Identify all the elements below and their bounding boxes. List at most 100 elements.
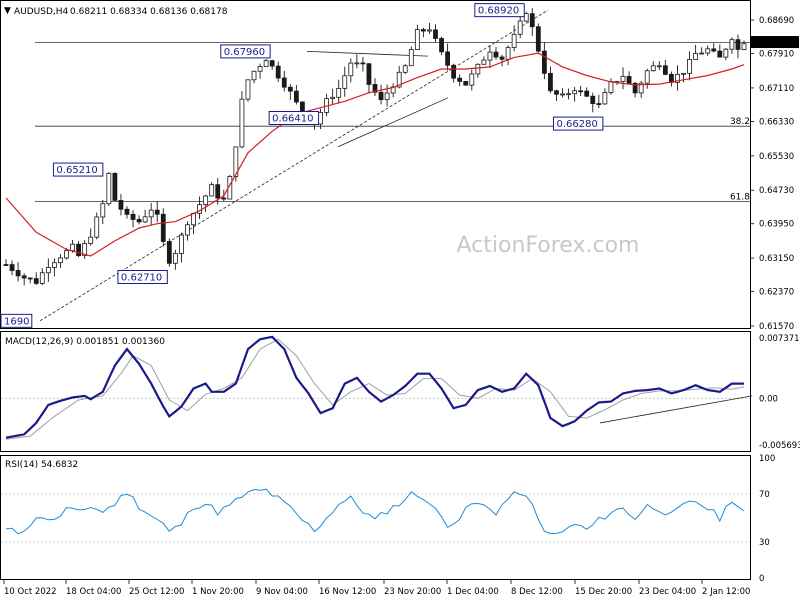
candle-body — [396, 71, 402, 88]
candle-body — [408, 49, 414, 67]
macd-tick-label: -0.005693 — [759, 441, 800, 451]
candle-body — [578, 90, 584, 93]
candle-body — [463, 80, 469, 86]
candle-body — [336, 87, 342, 98]
candle-body — [596, 103, 602, 105]
candle-body — [239, 98, 245, 148]
candle-body — [433, 29, 438, 39]
candle-body — [64, 250, 69, 259]
candle-body — [275, 65, 281, 79]
candle-body — [154, 209, 160, 215]
candle-body — [9, 264, 15, 271]
candle-body — [705, 48, 711, 54]
candle-body — [469, 73, 475, 86]
candle-body — [523, 13, 529, 22]
annotation-box-6 — [0, 313, 33, 328]
candle-body — [699, 52, 705, 55]
annotation-label-3: 0.66280 — [556, 119, 597, 130]
candle-body — [330, 96, 336, 100]
candle-body — [142, 216, 148, 223]
candle-body — [215, 184, 221, 199]
candle-body — [148, 209, 154, 218]
rsi-title: RSI(14) 54.6832 — [5, 460, 78, 470]
candle-body — [118, 200, 124, 210]
x-tick-label: 23 Dec 04:00 — [639, 587, 696, 597]
candle-body — [293, 90, 299, 103]
annotation-box-4 — [52, 162, 104, 177]
rsi-tick-label: 0 — [759, 574, 764, 584]
annotation-label-2: 0.66410 — [272, 114, 313, 125]
ohlc-label: 0.68211 0.68334 0.68136 0.68178 — [70, 7, 228, 17]
candle-body — [318, 111, 323, 125]
macd-tick-label: 0.007371 — [759, 334, 800, 344]
annotation-box-2 — [268, 111, 320, 126]
candle-body — [130, 213, 136, 220]
candle-body — [106, 172, 112, 205]
x-tick-label: 8 Dec 12:00 — [511, 587, 563, 597]
candle-body — [608, 81, 614, 93]
price-tick-label: 0.62370 — [759, 288, 794, 298]
candle-body — [638, 82, 644, 94]
candle-body — [529, 13, 535, 28]
rsi-line — [5, 488, 745, 535]
candle-body — [100, 203, 106, 218]
price-tick-label: 0.66330 — [759, 117, 794, 127]
rsi-tick-label: 30 — [759, 538, 770, 548]
x-tick-label: 25 Oct 12:00 — [129, 587, 184, 597]
candle-body — [584, 90, 590, 97]
price-tick-label: 0.65530 — [759, 152, 794, 162]
rsi-layer — [1, 488, 750, 543]
candle-body — [269, 60, 275, 67]
candle-body — [191, 212, 196, 226]
candle-body — [160, 213, 166, 242]
price-tick-label: 0.68690 — [759, 16, 794, 26]
rsi-panel — [0, 455, 751, 580]
x-tick-label: 2 Jan 12:00 — [702, 587, 750, 597]
candle-body — [88, 236, 94, 244]
candle-body — [251, 70, 257, 81]
candle-body — [281, 77, 287, 88]
candle-body — [535, 26, 541, 52]
annotation-label-1: 0.67960 — [224, 47, 265, 58]
candle-body — [414, 29, 420, 50]
symbol-label: AUDUSD,H4 — [14, 7, 69, 17]
x-tick-label: 16 Nov 12:00 — [319, 587, 376, 597]
price-tick-label: 0.63150 — [759, 254, 794, 264]
candle-body — [487, 51, 493, 61]
candle-body — [354, 62, 360, 65]
candle-body — [372, 84, 378, 93]
candle-body — [560, 93, 565, 96]
candle-body — [185, 224, 190, 236]
triangle-lower-line — [337, 97, 449, 148]
annotation-label-5: 0.62710 — [121, 273, 162, 284]
candle-body — [499, 56, 505, 60]
candle-body — [112, 172, 118, 201]
candle-body — [505, 47, 511, 60]
x-tick-label: 1 Nov 20:00 — [192, 587, 244, 597]
candle-body — [360, 62, 366, 65]
candle-body — [554, 90, 559, 95]
candle-body — [348, 62, 354, 77]
candle-body — [263, 60, 269, 67]
price-tick-label: 0.61570 — [759, 322, 794, 332]
candle-body — [650, 65, 656, 72]
candle-body — [729, 39, 735, 50]
candle-body — [287, 86, 293, 92]
candle-body — [402, 65, 408, 73]
moving-average-line — [5, 52, 745, 257]
candle-body — [257, 66, 263, 72]
annotation-label-6: 1690 — [4, 316, 29, 327]
candle-body — [378, 91, 384, 101]
macd-tick-label: 0.00 — [759, 394, 778, 404]
candle-body — [493, 51, 499, 58]
triangle-upper-line — [306, 51, 429, 57]
candle-body — [656, 65, 662, 68]
rsi-tick-label: 100 — [759, 454, 775, 464]
candle-body — [475, 63, 481, 75]
candle-body — [221, 197, 227, 200]
x-tick-label: 23 Nov 20:00 — [384, 587, 441, 597]
rsi-tick-label: 70 — [759, 490, 770, 500]
candle-body — [481, 59, 487, 65]
annotation-box-3 — [552, 116, 604, 131]
